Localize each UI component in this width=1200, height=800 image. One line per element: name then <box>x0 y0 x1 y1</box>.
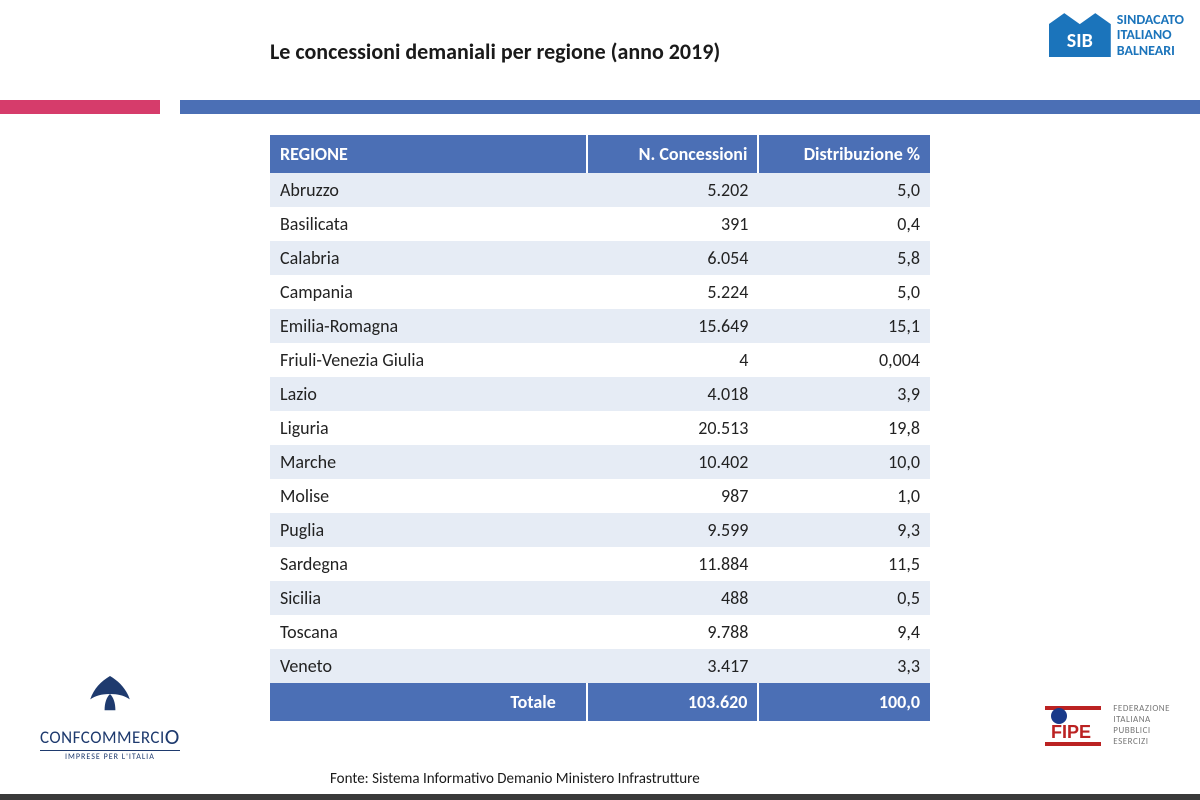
table-row: Veneto3.4173,3 <box>270 649 930 683</box>
cell-concessioni: 488 <box>587 581 759 615</box>
sib-text: SINDACATO ITALIANO BALNEARI <box>1117 12 1184 58</box>
table-row: Calabria6.0545,8 <box>270 241 930 275</box>
cell-concessioni: 20.513 <box>587 411 759 445</box>
table-row: Liguria20.51319,8 <box>270 411 930 445</box>
cell-concessioni: 391 <box>587 207 759 241</box>
fipe-text: FEDERAZIONE ITALIANA PUBBLICI ESERCIZI <box>1113 704 1170 747</box>
cell-region: Puglia <box>270 513 587 547</box>
header-stripe <box>0 100 1200 114</box>
total-concessioni: 103.620 <box>587 683 759 721</box>
cell-distribuzione: 9,4 <box>758 615 930 649</box>
total-label: Totale <box>270 683 587 721</box>
conf-name: CONFCOMMERCIO <box>40 723 180 750</box>
cell-distribuzione: 0,5 <box>758 581 930 615</box>
cell-distribuzione: 10,0 <box>758 445 930 479</box>
cell-concessioni: 5.224 <box>587 275 759 309</box>
cell-distribuzione: 0,4 <box>758 207 930 241</box>
fipe-line4: ESERCIZI <box>1113 737 1170 748</box>
col-region: REGIONE <box>270 135 587 173</box>
eagle-icon <box>83 672 137 716</box>
cell-distribuzione: 1,0 <box>758 479 930 513</box>
cell-distribuzione: 5,8 <box>758 241 930 275</box>
cell-region: Sardegna <box>270 547 587 581</box>
table-header-row: REGIONE N. Concessioni Distribuzione % <box>270 135 930 173</box>
cell-concessioni: 4 <box>587 343 759 377</box>
cell-concessioni: 9.788 <box>587 615 759 649</box>
col-concessioni: N. Concessioni <box>587 135 759 173</box>
cell-region: Abruzzo <box>270 173 587 207</box>
cell-distribuzione: 11,5 <box>758 547 930 581</box>
total-distribuzione: 100,0 <box>758 683 930 721</box>
conf-sub: IMPRESE PER L'ITALIA <box>40 750 180 762</box>
cell-concessioni: 15.649 <box>587 309 759 343</box>
sib-line2: ITALIANO <box>1117 27 1184 42</box>
conf-name-o: O <box>165 723 180 750</box>
sib-line3: BALNEARI <box>1117 43 1184 58</box>
cell-region: Molise <box>270 479 587 513</box>
cell-distribuzione: 19,8 <box>758 411 930 445</box>
cell-concessioni: 6.054 <box>587 241 759 275</box>
cell-distribuzione: 9,3 <box>758 513 930 547</box>
cell-region: Veneto <box>270 649 587 683</box>
conf-name-pre: CONFCOMMERCI <box>40 727 165 748</box>
concessions-table-wrap: REGIONE N. Concessioni Distribuzione % A… <box>270 135 930 721</box>
table-row: Campania5.2245,0 <box>270 275 930 309</box>
fipe-logo: FIPE FEDERAZIONE ITALIANA PUBBLICI ESERC… <box>1041 698 1170 754</box>
table-row: Sardegna11.88411,5 <box>270 547 930 581</box>
cell-concessioni: 10.402 <box>587 445 759 479</box>
cell-distribuzione: 3,9 <box>758 377 930 411</box>
bottom-shadow <box>0 794 1200 800</box>
fipe-mark-icon: FIPE <box>1041 698 1105 754</box>
cell-distribuzione: 5,0 <box>758 275 930 309</box>
cell-region: Toscana <box>270 615 587 649</box>
cell-region: Liguria <box>270 411 587 445</box>
table-row: Lazio4.0183,9 <box>270 377 930 411</box>
table-body: Abruzzo5.2025,0Basilicata3910,4Calabria6… <box>270 173 930 683</box>
table-row: Marche10.40210,0 <box>270 445 930 479</box>
cell-distribuzione: 3,3 <box>758 649 930 683</box>
cell-distribuzione: 0,004 <box>758 343 930 377</box>
sib-line1: SINDACATO <box>1117 12 1184 27</box>
sib-badge: SIB <box>1049 13 1111 57</box>
stripe-gap <box>160 100 180 114</box>
col-distribuzione: Distribuzione % <box>758 135 930 173</box>
concessions-table: REGIONE N. Concessioni Distribuzione % A… <box>270 135 930 721</box>
cell-concessioni: 11.884 <box>587 547 759 581</box>
cell-region: Basilicata <box>270 207 587 241</box>
cell-region: Marche <box>270 445 587 479</box>
cell-region: Calabria <box>270 241 587 275</box>
cell-region: Lazio <box>270 377 587 411</box>
cell-region: Sicilia <box>270 581 587 615</box>
page-title: Le concessioni demaniali per regione (an… <box>270 38 720 65</box>
source-note: Fonte: Sistema Informativo Demanio Minis… <box>330 770 700 788</box>
table-row: Emilia-Romagna15.64915,1 <box>270 309 930 343</box>
cell-concessioni: 9.599 <box>587 513 759 547</box>
cell-region: Emilia-Romagna <box>270 309 587 343</box>
table-row: Sicilia4880,5 <box>270 581 930 615</box>
cell-concessioni: 4.018 <box>587 377 759 411</box>
table-row: Basilicata3910,4 <box>270 207 930 241</box>
stripe-pink <box>0 100 160 114</box>
table-row: Molise9871,0 <box>270 479 930 513</box>
table-total-row: Totale 103.620 100,0 <box>270 683 930 721</box>
table-row: Friuli-Venezia Giulia40,004 <box>270 343 930 377</box>
cell-distribuzione: 15,1 <box>758 309 930 343</box>
cell-concessioni: 3.417 <box>587 649 759 683</box>
confcommercio-logo: CONFCOMMERCIO IMPRESE PER L'ITALIA <box>40 672 180 762</box>
cell-distribuzione: 5,0 <box>758 173 930 207</box>
cell-region: Campania <box>270 275 587 309</box>
table-row: Puglia9.5999,3 <box>270 513 930 547</box>
table-row: Abruzzo5.2025,0 <box>270 173 930 207</box>
cell-concessioni: 987 <box>587 479 759 513</box>
svg-text:FIPE: FIPE <box>1051 722 1091 742</box>
cell-concessioni: 5.202 <box>587 173 759 207</box>
cell-region: Friuli-Venezia Giulia <box>270 343 587 377</box>
sib-logo: SIB SINDACATO ITALIANO BALNEARI <box>1049 12 1184 58</box>
stripe-blue <box>180 100 1200 114</box>
table-row: Toscana9.7889,4 <box>270 615 930 649</box>
